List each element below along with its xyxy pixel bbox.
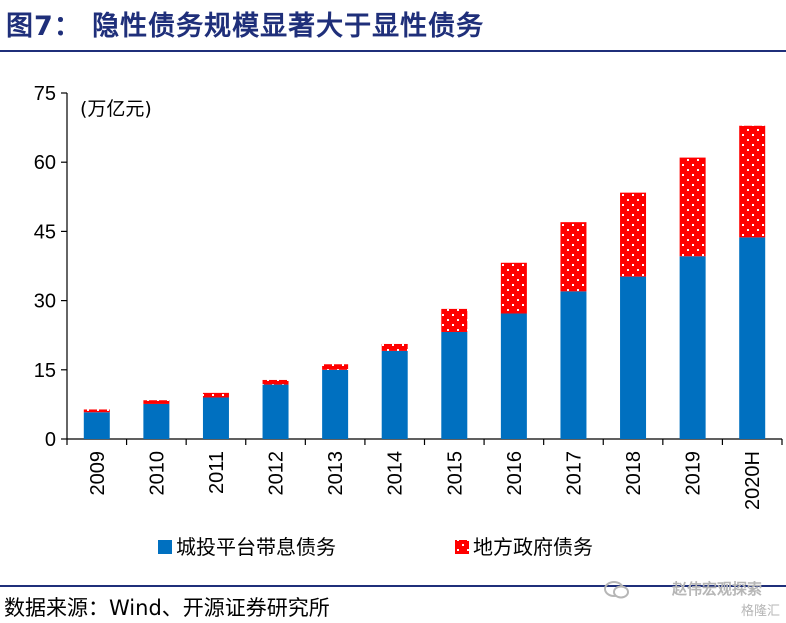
x-tick-label: 2011 [206, 451, 228, 494]
bar-segment-local-government-debt [262, 379, 289, 385]
bar-segment-local-government-debt [679, 157, 706, 257]
bar-segment-local-government-debt [83, 409, 110, 413]
x-tick-label: 2014 [385, 451, 407, 496]
x-tick-label: 2015 [444, 451, 466, 496]
bar-segment-local-government-debt [322, 364, 349, 370]
x-tick-label: 2013 [325, 451, 347, 496]
x-tick-label: 2009 [87, 451, 109, 496]
watermark-site: 格隆汇 [740, 604, 780, 619]
bar-segment-urban-investment-debt [620, 276, 647, 439]
bar-segment-local-government-debt [143, 400, 170, 404]
bar-segment-local-government-debt [500, 262, 527, 314]
bar-segment-local-government-debt [739, 125, 766, 238]
title-divider [0, 50, 786, 52]
bar-segment-local-government-debt [381, 343, 408, 351]
data-source: 数据来源：Wind、开源证券研究所 [4, 596, 330, 620]
y-tick-label: 0 [45, 429, 56, 451]
y-tick-label: 60 [34, 152, 56, 174]
bar-segment-urban-investment-debt [560, 291, 587, 439]
bar-segment-urban-investment-debt [679, 256, 706, 439]
bar-segment-local-government-debt [620, 192, 647, 277]
y-tick-label: 75 [34, 83, 56, 105]
legend-swatch-local-government-debt [455, 540, 469, 554]
x-tick-label: 2019 [683, 451, 705, 496]
bar-segment-local-government-debt [560, 222, 587, 292]
x-tick-label: 2016 [504, 451, 526, 496]
stacked-bar-chart: (万亿元) 0 15 30 45 60 75 2009 2010 2011 2012 2013 20… [34, 83, 783, 559]
x-tick-label: 2010 [146, 451, 168, 496]
x-tick-label: 2018 [623, 451, 645, 496]
x-tick-label: 2017 [563, 451, 585, 496]
bar-segment-urban-investment-debt [202, 397, 229, 439]
x-tick-label: 2020H [742, 451, 764, 510]
bar-segment-urban-investment-debt [322, 369, 349, 439]
bar-segment-urban-investment-debt [441, 331, 468, 439]
bar-segment-urban-investment-debt [143, 403, 170, 439]
bar-segment-urban-investment-debt [83, 412, 110, 439]
y-tick-label: 45 [34, 221, 56, 243]
y-tick-label: 15 [34, 360, 56, 382]
watermark-account: 赵伟宏观探索 [671, 580, 762, 598]
figure-title: 图7： 隐性债务规模显著大于显性债务 [6, 11, 485, 42]
x-tick-label: 2012 [266, 451, 288, 496]
bar-segment-urban-investment-debt [262, 384, 289, 439]
y-axis-unit-label: (万亿元) [80, 98, 152, 120]
y-tick-label: 30 [34, 291, 56, 313]
bar-segment-urban-investment-debt [739, 237, 766, 439]
footer-divider [0, 585, 786, 587]
watermark: 赵伟宏观探索 格隆汇 [580, 578, 780, 622]
legend-label-local-government-debt: 地方政府债务 [473, 535, 593, 559]
bar-segment-urban-investment-debt [381, 350, 408, 439]
legend-swatch-urban-investment-debt [158, 540, 172, 554]
bar-segment-urban-investment-debt [500, 313, 527, 439]
legend-label-urban-investment-debt: 城投平台带息债务 [176, 535, 336, 559]
bar-segment-local-government-debt [441, 308, 468, 332]
bar-segment-local-government-debt [202, 392, 229, 398]
wechat-icon [604, 581, 629, 599]
